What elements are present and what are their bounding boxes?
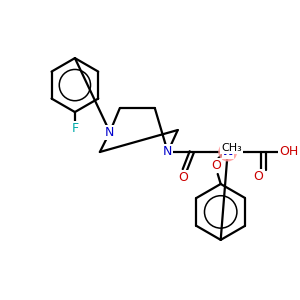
Text: N: N: [223, 146, 233, 158]
Text: CH₃: CH₃: [221, 143, 242, 153]
Text: OH: OH: [279, 146, 298, 158]
Text: N: N: [163, 146, 172, 158]
Text: O: O: [254, 170, 264, 184]
Circle shape: [218, 142, 237, 161]
Text: O: O: [178, 172, 188, 184]
Text: N: N: [105, 125, 115, 139]
Text: O: O: [211, 160, 220, 172]
Text: F: F: [71, 122, 79, 134]
